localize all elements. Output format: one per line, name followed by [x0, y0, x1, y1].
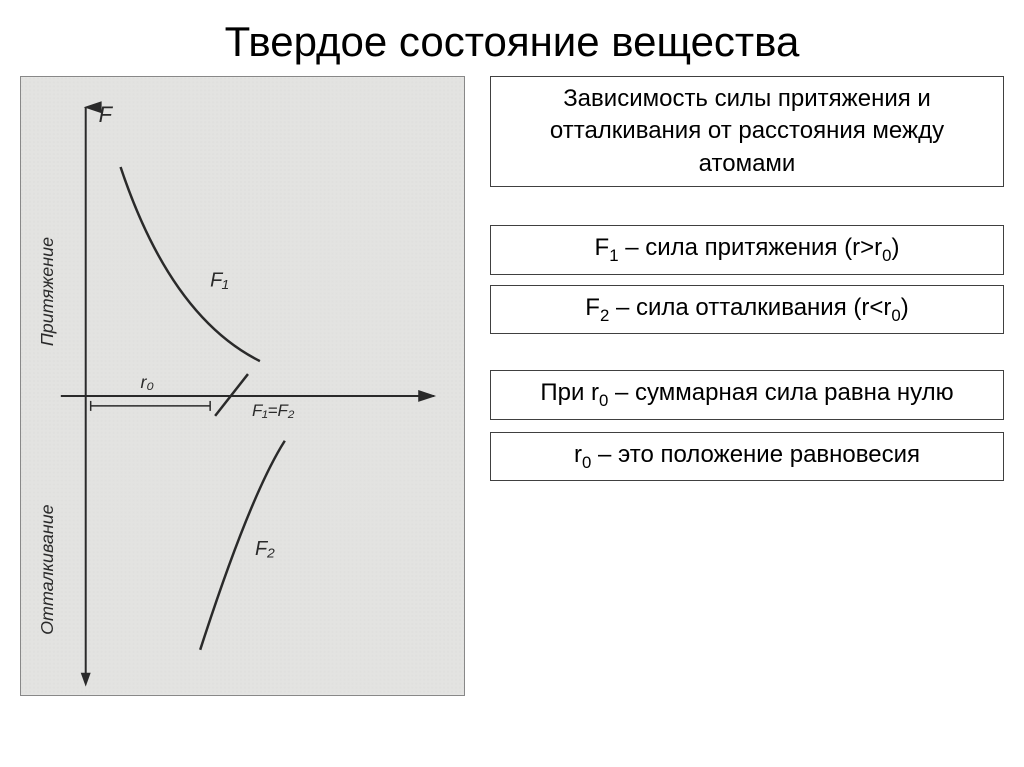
content-row: F Притяжение Отталкивание F₁ F₂ r₀ F₁=F₂…: [0, 76, 1024, 696]
r0-box: При r0 – суммарная сила равна нулю: [490, 370, 1004, 419]
page-title: Твердое состояние вещества: [0, 0, 1024, 76]
f1-post: – сила притяжения (r>r: [619, 234, 883, 261]
curve-f1-label: F₁: [210, 269, 228, 291]
r0-pre: При r: [540, 379, 599, 406]
lower-axis-text: Отталкивание: [37, 504, 57, 635]
desc-box: Зависимость силы притяжения и отталкиван…: [490, 76, 1004, 187]
f2-pre: F: [585, 294, 600, 321]
upper-axis-text: Притяжение: [37, 237, 57, 346]
f2-sub2: 0: [891, 305, 900, 324]
spacer-2: [490, 275, 1004, 285]
f2-box: F2 – сила отталкивания (r<r0): [490, 285, 1004, 334]
right-column: Зависимость силы притяжения и отталкиван…: [465, 76, 1004, 696]
r0-post: – суммарная сила равна нулю: [608, 379, 953, 406]
y-label: F: [99, 102, 114, 127]
spacer-4: [490, 420, 1004, 432]
f2-end: ): [901, 294, 909, 321]
eq-post: – это положение равновесия: [591, 441, 920, 468]
eq-pre: r: [574, 441, 582, 468]
f1-end: ): [891, 234, 899, 261]
curve-f2-label: F₂: [255, 538, 275, 560]
chart-noise: [21, 77, 464, 694]
f1-pre: F: [595, 234, 610, 261]
intersection-label: F₁=F₂: [252, 401, 295, 420]
eq-box: r0 – это положение равновесия: [490, 432, 1004, 481]
f1-box: F1 – сила притяжения (r>r0): [490, 225, 1004, 274]
force-chart: F Притяжение Отталкивание F₁ F₂ r₀ F₁=F₂: [20, 76, 465, 696]
r0-label: r₀: [140, 372, 154, 392]
f2-sub: 2: [600, 305, 609, 324]
chart-svg: F Притяжение Отталкивание F₁ F₂ r₀ F₁=F₂: [21, 77, 464, 695]
spacer-1: [490, 187, 1004, 225]
r0-sub: 0: [599, 391, 608, 410]
f1-sub: 1: [609, 246, 618, 265]
f2-post: – сила отталкивания (r<r: [609, 294, 891, 321]
eq-sub: 0: [582, 452, 591, 471]
spacer-3: [490, 334, 1004, 370]
